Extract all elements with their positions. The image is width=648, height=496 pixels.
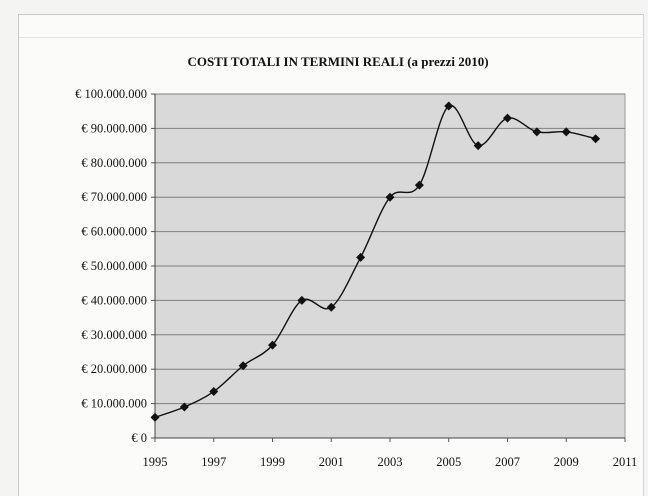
data-point-marker [238,361,248,371]
data-point-marker [179,402,189,412]
x-tick-label: 2005 [436,455,461,469]
y-tick-label: € 100.000.000 [75,87,147,101]
y-tick-label: € 60.000.000 [81,225,147,239]
x-tick-label: 2001 [319,455,344,469]
x-tick-label: 1995 [143,455,168,469]
y-tick-label: € 40.000.000 [81,293,147,307]
y-tick-label: € 50.000.000 [81,259,147,273]
data-point-marker [473,141,483,151]
data-point-marker [444,101,454,111]
data-point-marker [414,180,424,190]
frame-divider [19,37,643,38]
data-point-marker [503,113,512,123]
data-point-marker [356,252,366,262]
data-point-marker [532,127,542,137]
series-line [154,104,596,419]
data-point-marker [385,192,395,202]
y-tick-label: € 20.000.000 [81,362,147,376]
y-tick-label: € 70.000.000 [81,190,147,204]
x-tick-label: 2007 [495,455,520,469]
chart-title: COSTI TOTALI IN TERMINI REALI (a prezzi … [187,54,488,69]
y-tick-label: € 0 [131,431,147,445]
y-tick-label: € 10.000.000 [81,397,147,411]
data-point-marker [268,340,277,350]
y-tick-label: € 80.000.000 [81,156,147,170]
data-point-marker [591,134,601,144]
y-tick-label: € 90.000.000 [81,121,147,135]
data-point-marker [326,302,336,312]
data-point-marker [209,387,219,397]
x-tick-label: 2003 [378,455,403,469]
x-tick-label: 2011 [613,455,638,469]
data-point-marker [297,295,307,305]
x-tick-label: 1999 [260,455,285,469]
data-point-marker [150,412,160,422]
y-tick-label: € 30.000.000 [81,328,147,342]
x-tick-label: 2009 [554,455,579,469]
data-point-marker [561,127,571,137]
x-tick-label: 1997 [201,455,226,469]
